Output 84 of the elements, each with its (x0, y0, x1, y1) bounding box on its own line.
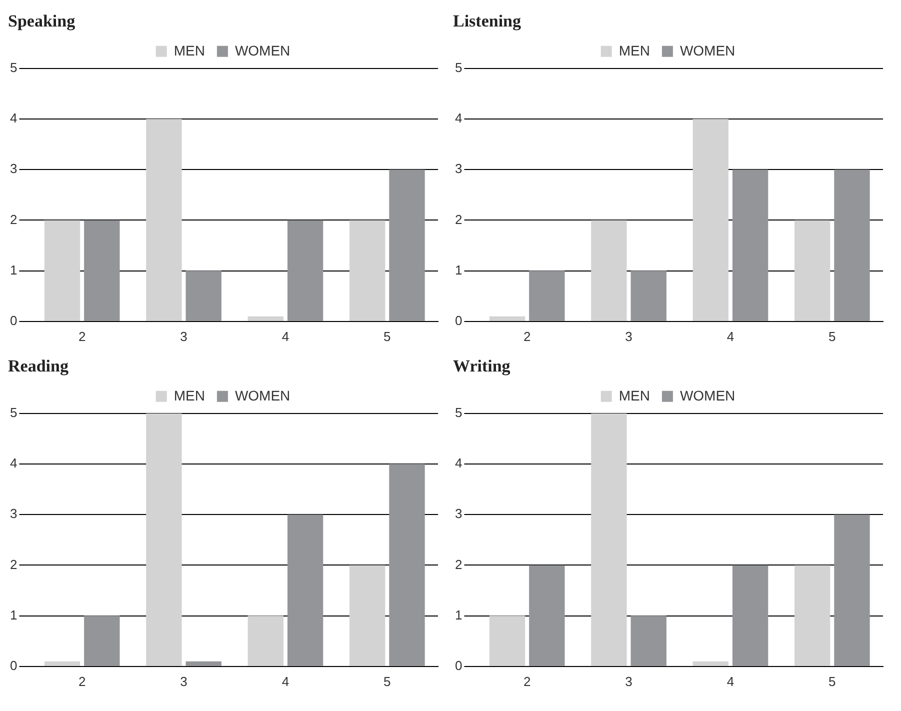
legend-label: WOMEN (680, 387, 736, 404)
y-tick-label: 4 (10, 456, 18, 471)
y-tick-label: 0 (454, 312, 462, 328)
x-tick-label: 4 (726, 674, 734, 689)
y-tick-label: 5 (454, 404, 462, 420)
y-tick-label: 5 (10, 60, 18, 75)
bar (146, 119, 182, 321)
x-tick-label: 5 (384, 674, 391, 689)
bar (692, 119, 728, 321)
bar (630, 616, 666, 666)
y-tick-label: 2 (454, 212, 462, 227)
y-tick-label: 1 (454, 262, 462, 278)
y-tick-label: 0 (454, 658, 462, 673)
bar (186, 270, 222, 321)
x-tick-label: 5 (828, 328, 836, 344)
y-tick-label: 0 (10, 312, 18, 328)
x-tick-label: 4 (282, 674, 290, 689)
x-tick-label: 2 (78, 328, 86, 344)
bar (591, 413, 627, 666)
legend-label: MEN (618, 42, 650, 58)
x-tick-label: 3 (625, 328, 632, 344)
chart-title: Reading (8, 356, 69, 376)
bar (794, 565, 830, 666)
x-tick-label: 2 (523, 328, 531, 344)
legend-label: MEN (174, 387, 205, 404)
y-tick-label: 3 (10, 161, 18, 176)
x-tick-label: 3 (180, 674, 188, 689)
y-tick-label: 1 (10, 607, 18, 622)
y-tick-label: 0 (10, 658, 18, 673)
bar (794, 220, 830, 321)
x-tick-label: 2 (523, 674, 531, 689)
x-tick-label: 5 (384, 328, 391, 344)
y-tick-label: 1 (454, 607, 462, 622)
bar (389, 464, 425, 666)
bar (248, 616, 284, 666)
legend-label: MEN (174, 42, 205, 58)
bar (591, 220, 627, 321)
bar (349, 220, 386, 321)
y-tick-label: 1 (10, 262, 18, 278)
y-tick-label: 4 (454, 110, 462, 126)
y-tick-label: 5 (10, 404, 18, 420)
bar (248, 316, 284, 321)
x-tick-label: 4 (282, 328, 290, 344)
chart-title: Listening (453, 12, 522, 31)
bar (529, 270, 565, 321)
bar (630, 270, 666, 321)
bar (146, 413, 182, 666)
legend-label: WOMEN (234, 387, 290, 404)
bar (489, 316, 526, 321)
bar (489, 616, 526, 666)
x-tick-label: 5 (828, 674, 836, 689)
y-tick-label: 4 (10, 110, 18, 126)
y-tick-label: 2 (454, 556, 462, 572)
bar (732, 565, 768, 666)
bar (389, 170, 425, 321)
y-tick-label: 5 (454, 60, 462, 75)
bar (834, 170, 870, 321)
y-tick-label: 3 (454, 161, 462, 176)
y-tick-label: 3 (454, 506, 462, 522)
y-tick-label: 3 (10, 506, 18, 522)
legend-label: WOMEN (680, 42, 736, 58)
bar (44, 220, 80, 321)
bar (44, 661, 80, 666)
bar (349, 565, 386, 666)
y-tick-label: 4 (454, 456, 462, 471)
y-tick-label: 2 (10, 556, 18, 572)
legend-label: WOMEN (234, 42, 290, 58)
bar (529, 565, 565, 666)
bar (186, 661, 222, 666)
x-tick-label: 2 (78, 674, 86, 689)
x-tick-label: 3 (180, 328, 188, 344)
y-tick-label: 2 (10, 212, 18, 227)
bar (692, 661, 728, 666)
chart-title: Writing (453, 356, 511, 376)
bar (287, 514, 324, 666)
bar (732, 170, 768, 321)
bar (84, 220, 120, 321)
bar (287, 220, 324, 321)
bar (834, 514, 870, 666)
x-tick-label: 3 (625, 674, 632, 689)
x-tick-label: 4 (726, 328, 734, 344)
chart-title: Speaking (8, 12, 76, 31)
legend-label: MEN (618, 387, 650, 404)
bar (84, 616, 120, 666)
